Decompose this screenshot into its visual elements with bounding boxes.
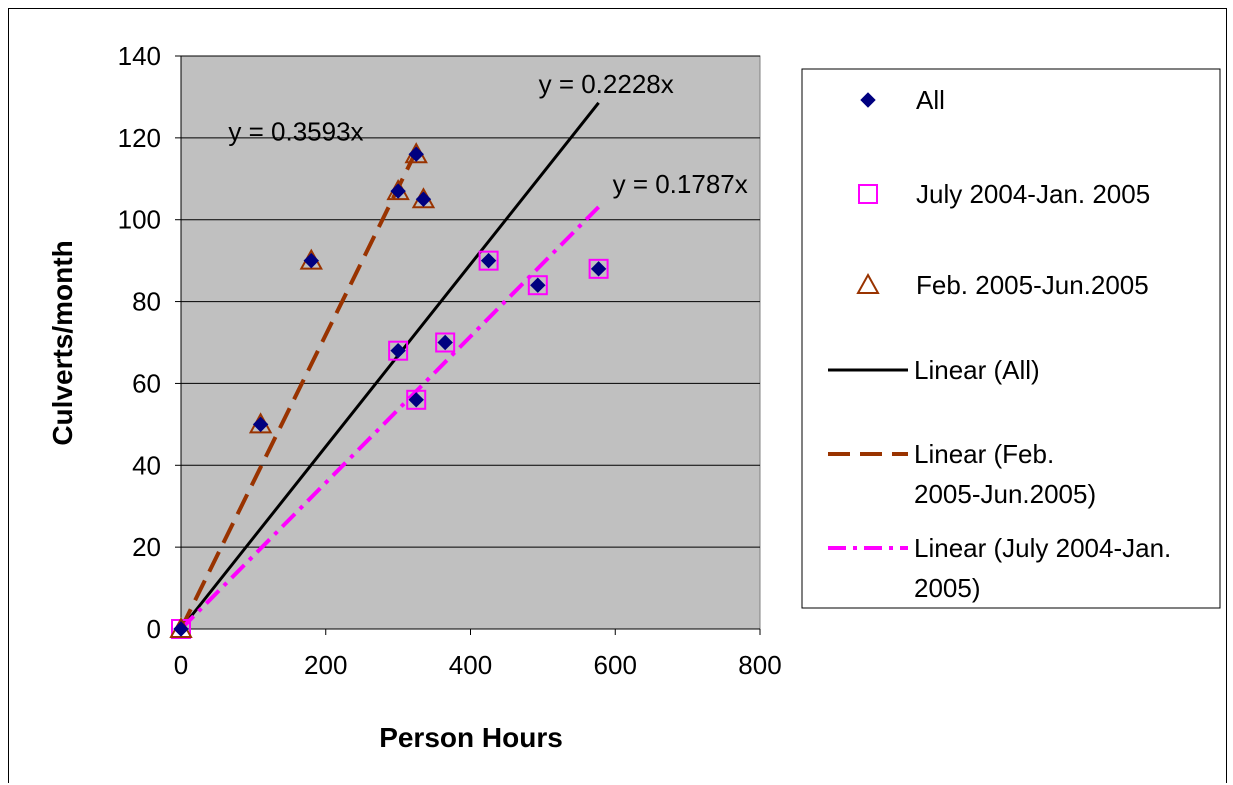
legend-item: Linear (Feb. 2005-Jun.2005) xyxy=(828,439,1096,509)
y-axis-title: Culverts/month xyxy=(47,240,78,445)
trendline-equation: y = 0.3593x xyxy=(228,117,363,147)
trendline xyxy=(179,145,421,630)
data-point xyxy=(590,261,607,277)
x-tick-label: 600 xyxy=(594,650,637,680)
data-markers xyxy=(169,142,609,639)
x-tick-label: 400 xyxy=(449,650,492,680)
legend-label: Feb. 2005-Jun.2005 xyxy=(916,270,1149,300)
y-tick-label: 120 xyxy=(118,123,161,153)
legend-marker xyxy=(858,184,878,204)
legend-label: 2005) xyxy=(914,573,981,603)
data-point xyxy=(527,275,548,296)
legend-item: All xyxy=(860,85,945,115)
y-tick-label: 60 xyxy=(132,368,161,398)
data-point xyxy=(303,252,319,269)
data-point xyxy=(173,621,189,637)
axes: 0 20 40 60 80 100 120 140 0 200 400 600 800 xyxy=(118,41,782,680)
y-tick-label: 0 xyxy=(147,614,161,644)
trendline-equation: y = 0.2228x xyxy=(539,69,674,99)
legend-label: All xyxy=(916,85,945,115)
x-tick-label: 0 xyxy=(174,650,188,680)
data-point xyxy=(390,183,406,199)
y-tick-label: 80 xyxy=(132,287,161,317)
legend-item: Feb. 2005-Jun.2005 xyxy=(856,270,1149,300)
trendline xyxy=(179,101,600,630)
equation-labels: y = 0.2228x y = 0.3593x y = 0.1787x xyxy=(228,69,747,199)
legend: All July 2004-Jan. 2005 Feb. 2005-Jun.2005… xyxy=(801,68,1221,609)
y-tick-label: 140 xyxy=(118,41,161,71)
legend-item: Linear (All) xyxy=(828,355,1040,385)
legend-label: 2005-Jun.2005) xyxy=(914,479,1096,509)
data-point xyxy=(478,250,499,271)
x-axis-title: Person Hours xyxy=(379,722,563,753)
legend-item: Linear (July 2004-Jan. 2005) xyxy=(828,533,1171,603)
data-point xyxy=(390,342,406,359)
legend-marker xyxy=(860,92,876,108)
data-point xyxy=(530,277,546,293)
legend-box xyxy=(801,68,1221,609)
y-tick-label: 100 xyxy=(118,205,161,235)
legend-marker xyxy=(856,272,880,294)
data-point xyxy=(415,191,432,207)
trendline-equation: y = 0.1787x xyxy=(613,169,748,199)
legend-label: Linear (All) xyxy=(914,355,1040,385)
data-point xyxy=(406,389,427,410)
legend-label: Linear (July 2004-Jan. xyxy=(914,533,1171,563)
legend-label: Linear (Feb. xyxy=(914,439,1054,469)
data-point xyxy=(408,146,424,162)
data-point xyxy=(480,252,497,269)
x-tick-label: 200 xyxy=(304,650,347,680)
data-point xyxy=(435,332,456,353)
data-point xyxy=(437,334,453,351)
data-point xyxy=(252,416,269,433)
legend-item: July 2004-Jan. 2005 xyxy=(858,179,1150,209)
x-tick-label: 800 xyxy=(738,650,781,680)
legend-label: July 2004-Jan. 2005 xyxy=(916,179,1150,209)
data-point xyxy=(588,258,609,279)
data-point xyxy=(388,340,409,361)
y-tick-label: 40 xyxy=(132,450,161,480)
y-tick-label: 20 xyxy=(132,532,161,562)
data-point xyxy=(408,392,424,408)
